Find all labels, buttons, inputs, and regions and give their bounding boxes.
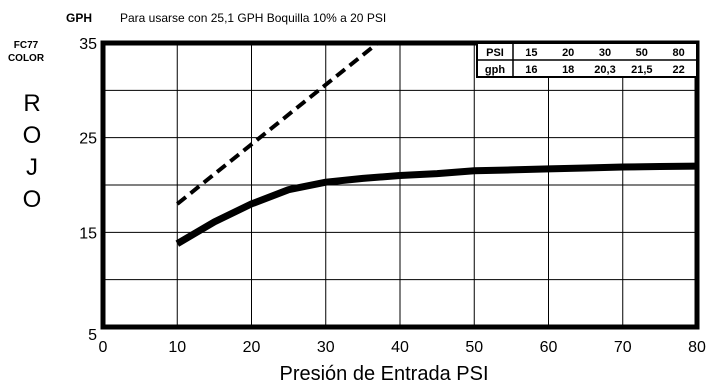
x-tick-label: 60 [540,339,558,356]
x-tick-label: 70 [614,339,632,356]
x-tick-label: 50 [465,339,483,356]
y-tick-label: 15 [79,225,97,242]
x-tick-label: 20 [243,339,261,356]
table-header-label: PSI [486,47,504,59]
table-gph-value: 22 [672,64,684,76]
x-tick-label: 10 [168,339,186,356]
table-row-label: gph [485,64,505,76]
color-letter: J [26,154,38,181]
x-axis-label: Presión de Entrada PSI [279,363,488,383]
series-line-dashed [176,43,379,206]
grid [103,43,697,327]
x-tick-label: 80 [688,339,706,356]
color-letter: O [23,122,42,149]
table-psi-value: 50 [636,47,648,59]
x-tick-label: 40 [391,339,409,356]
color-word: COLOR [8,53,45,64]
table-gph-value: 18 [562,64,574,76]
tick-labels: 0 10 20 30 40 50 60 70 80 5 15 25 35 [79,36,706,356]
model-code: FC77 [14,40,39,51]
table-gph-value: 21,5 [631,64,652,76]
x-tick-label: 30 [317,339,335,356]
data-table: PSI gph 15 16 20 18 30 20,3 50 21,5 80 22 [476,42,698,78]
table-psi-value: 80 [672,47,684,59]
plot-frame [100,40,700,330]
table-gph-value: 20,3 [594,64,615,76]
chart-subtitle: Para usarse con 25,1 GPH Boquilla 10% a … [120,11,386,25]
y-unit-label: GPH [66,11,92,25]
plot-border [100,40,700,330]
table-psi-value: 20 [562,47,574,59]
series-line-solid [175,162,697,247]
y-tick-label: 35 [79,36,97,53]
y-tick-label: 5 [88,327,97,344]
table-gph-value: 16 [525,64,537,76]
x-tick-label: 0 [99,339,108,356]
color-letter: R [23,90,40,117]
y-tick-label: 25 [79,131,97,148]
table-psi-value: 30 [599,47,611,59]
series-layer [175,43,697,247]
table-psi-value: 15 [525,47,537,59]
color-letter: O [23,186,42,213]
